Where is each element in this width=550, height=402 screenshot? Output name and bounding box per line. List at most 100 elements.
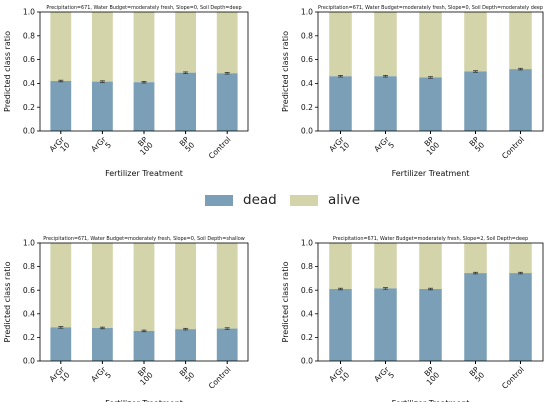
bar-alive <box>92 243 113 328</box>
x-tick-label: ArGr5 <box>89 134 114 159</box>
bar-dead <box>133 330 155 361</box>
bar-dead <box>464 273 487 361</box>
bar-alive <box>175 12 196 73</box>
y-tick-label: 0.0 <box>23 127 35 136</box>
bar-dead <box>92 81 113 131</box>
x-tick-label-line: Control <box>500 365 526 391</box>
chart-title: Precipitation=671, Water Budget=moderate… <box>333 236 528 242</box>
x-tick-label: Control <box>500 135 526 161</box>
y-tick-label: 1.0 <box>23 239 35 248</box>
bar-dead <box>92 327 113 361</box>
bar-alive <box>133 12 155 83</box>
y-tick-label: 0.2 <box>301 103 313 112</box>
y-tick-label: 0.0 <box>23 357 35 366</box>
x-tick-label-line: 5 <box>386 140 396 150</box>
x-tick-label: BP50 <box>468 365 487 384</box>
chart-title: Precipitation=671, Water Budget=moderate… <box>43 236 244 242</box>
x-tick-label: ArGr10 <box>48 364 73 389</box>
bar-alive <box>50 12 72 82</box>
chart-panel-4: Precipitation=671, Water Budget=moderate… <box>281 236 544 402</box>
x-axis-label: Fertilizer Treatment <box>392 399 470 402</box>
legend: dead alive <box>0 188 550 212</box>
y-tick-label: 0.2 <box>23 333 35 342</box>
bar-dead <box>175 72 196 131</box>
legend-item-alive: alive <box>290 192 360 208</box>
y-tick-label: 0.0 <box>301 357 313 366</box>
y-axis-label: Predicted class ratio <box>281 261 290 342</box>
bar-dead <box>374 76 397 131</box>
x-tick-label-line: 5 <box>386 370 396 380</box>
x-tick-label: ArGr10 <box>327 364 352 389</box>
x-tick-label-line: 5 <box>103 370 113 380</box>
x-tick-label: BP50 <box>468 135 487 154</box>
bar-dead <box>374 288 397 361</box>
bar-dead <box>329 76 352 131</box>
x-tick-label: BP100 <box>133 365 155 387</box>
legend-label-alive: alive <box>328 192 361 208</box>
bar-alive <box>329 243 352 290</box>
bar-alive <box>419 243 442 290</box>
bar-dead <box>329 289 352 361</box>
y-tick-label: 0.2 <box>301 333 313 342</box>
y-tick-label: 0.4 <box>301 309 313 318</box>
x-tick-label: ArGr10 <box>48 134 73 159</box>
bar-alive <box>216 12 238 74</box>
x-tick-label-line: Control <box>207 365 233 391</box>
bar-alive <box>133 243 155 331</box>
bar-alive <box>92 12 113 82</box>
y-tick-label: 0.6 <box>23 55 35 64</box>
chart-title: Precipitation=671, Water Budget=moderate… <box>46 5 241 11</box>
x-tick-label: ArGr5 <box>89 364 114 389</box>
bar-dead <box>133 82 155 131</box>
y-tick-label: 1.0 <box>301 8 313 17</box>
bar-dead <box>464 71 487 131</box>
plot-frame <box>39 11 249 132</box>
plot-frame <box>39 242 249 362</box>
y-axis-label: Predicted class ratio <box>3 261 12 342</box>
bar-alive <box>509 12 532 70</box>
x-tick-label: BP50 <box>178 365 197 384</box>
x-tick-label-line: 5 <box>103 140 113 150</box>
x-tick-label: Control <box>500 365 526 391</box>
bar-dead <box>216 328 238 361</box>
x-tick-label: BP100 <box>133 135 155 157</box>
chart-panel-3: Precipitation=671, Water Budget=moderate… <box>3 236 249 402</box>
bar-dead <box>419 289 442 361</box>
chart-panel-2: Precipitation=671, Water Budget=moderate… <box>281 5 544 178</box>
y-tick-label: 0.4 <box>301 79 313 88</box>
y-tick-label: 0.8 <box>301 262 313 271</box>
bar-alive <box>50 243 72 328</box>
bar-alive <box>464 12 487 72</box>
chart-panel-1: Precipitation=671, Water Budget=moderate… <box>3 5 249 178</box>
y-tick-label: 1.0 <box>23 8 35 17</box>
x-tick-label: ArGr10 <box>327 134 352 159</box>
bar-dead <box>175 329 196 361</box>
y-tick-label: 0.2 <box>23 103 35 112</box>
x-tick-label: ArGr5 <box>372 134 397 159</box>
x-axis-label: Fertilizer Treatment <box>105 399 183 402</box>
y-tick-label: 0.4 <box>23 79 35 88</box>
bar-dead <box>419 77 442 131</box>
y-tick-label: 0.0 <box>301 127 313 136</box>
bar-dead <box>509 69 532 131</box>
x-axis-label: Fertilizer Treatment <box>392 169 470 178</box>
bar-alive <box>374 243 397 289</box>
bar-alive <box>175 243 196 330</box>
y-axis-label: Predicted class ratio <box>3 31 12 112</box>
x-tick-label: ArGr5 <box>372 364 397 389</box>
y-tick-label: 1.0 <box>301 239 313 248</box>
legend-item-dead: dead <box>205 192 277 208</box>
x-tick-label: BP50 <box>178 135 197 154</box>
bar-alive <box>374 12 397 77</box>
bar-alive <box>329 12 352 77</box>
bar-alive <box>216 243 238 329</box>
legend-swatch-alive <box>290 194 318 206</box>
bar-dead <box>50 81 72 131</box>
x-tick-label-line: Control <box>500 135 526 161</box>
x-tick-label: BP100 <box>419 365 441 387</box>
bar-alive <box>509 243 532 274</box>
bar-dead <box>509 273 532 361</box>
y-tick-label: 0.8 <box>23 31 35 40</box>
y-tick-label: 0.6 <box>301 286 313 295</box>
